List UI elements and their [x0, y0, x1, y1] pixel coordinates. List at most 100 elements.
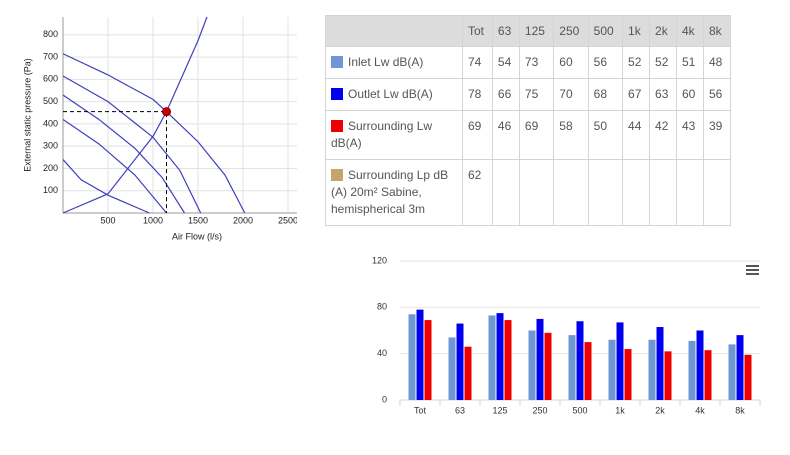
- row-label-cell: Surrounding Lw dB(A): [325, 110, 463, 160]
- value-cell: [649, 159, 677, 226]
- y-tick-label: 40: [377, 348, 387, 358]
- value-cell: [587, 159, 624, 226]
- value-cell: 74: [462, 46, 493, 79]
- value-cell: 69: [462, 110, 493, 160]
- curve: [62, 159, 150, 214]
- bar: [576, 321, 584, 400]
- curve: [62, 53, 246, 214]
- value-cell: [622, 159, 651, 226]
- x-tick-label: 1k: [615, 405, 625, 415]
- curve: [62, 16, 208, 214]
- table-row: Surrounding Lw dB(A) 69 46 69 58 50 44 42 43 39: [325, 110, 732, 160]
- value-cell: 75: [518, 78, 555, 111]
- x-axis-label: Air Flow (l/s): [172, 231, 222, 241]
- x-tick-label: 500: [572, 405, 587, 415]
- value-cell: 52: [649, 46, 677, 79]
- value-cell: 66: [491, 78, 520, 111]
- bar: [704, 350, 712, 400]
- value-cell: 67: [622, 78, 651, 111]
- table-row: Surrounding Lp dB (A) 20m² Sabine, hemis…: [325, 159, 732, 226]
- row-label: Surrounding Lp dB (A) 20m² Sabine, hemis…: [331, 168, 449, 216]
- bar: [664, 351, 672, 400]
- corner-cell: [325, 15, 463, 47]
- column-header: 125: [518, 15, 555, 47]
- color-swatch: [331, 169, 343, 181]
- bar: [568, 335, 576, 400]
- bar: [416, 309, 424, 400]
- value-cell: 51: [676, 46, 704, 79]
- column-header: 8k: [702, 15, 732, 47]
- value-cell: 78: [462, 78, 493, 111]
- bar: [536, 318, 544, 400]
- bar: [504, 320, 512, 400]
- fan-curve-chart: 500 1000 1500 2000 2500 100 200 300 400 500 600 700…: [22, 16, 297, 241]
- bar: [656, 327, 664, 400]
- bar: [648, 339, 656, 400]
- value-cell: 46: [491, 110, 520, 160]
- y-tick-label: 800: [43, 29, 58, 39]
- value-cell: 68: [587, 78, 624, 111]
- bar: [496, 313, 504, 400]
- row-label: Surrounding Lw dB(A): [331, 119, 433, 150]
- x-tick-label: 4k: [695, 405, 705, 415]
- value-cell: 50: [587, 110, 624, 160]
- guide-line: [63, 111, 167, 213]
- x-tick-label: 500: [100, 215, 115, 225]
- sound-table: Tot 63 125 250 500 1k 2k 4k 8k Inlet Lw dB(A) 74 54…: [325, 15, 732, 226]
- y-tick-label: 700: [43, 51, 58, 61]
- value-cell: 63: [649, 78, 677, 111]
- column-header: 500: [587, 15, 624, 47]
- row-label-cell: Inlet Lw dB(A): [325, 46, 463, 79]
- column-header: 2k: [649, 15, 677, 47]
- color-swatch: [331, 56, 343, 68]
- sound-bar-chart: 0 40 80 120 Tot 63 125 250 500 1k 2k 4k 8k: [372, 255, 761, 415]
- bar: [616, 322, 624, 400]
- menu-icon[interactable]: [746, 265, 759, 275]
- x-tick-label: 63: [455, 405, 465, 415]
- y-tick-label: 300: [43, 141, 58, 151]
- value-cell: [518, 159, 555, 226]
- column-header: 250: [553, 15, 589, 47]
- value-cell: 52: [622, 46, 651, 79]
- y-axis-label: External static pressure (Pa): [22, 58, 32, 172]
- value-cell: 69: [518, 110, 555, 160]
- x-tick-label: 1000: [143, 215, 163, 225]
- column-header: 63: [491, 15, 520, 47]
- y-tick-label: 100: [43, 185, 58, 195]
- y-tick-label: 400: [43, 118, 58, 128]
- y-tick-label: 600: [43, 74, 58, 84]
- bar: [456, 323, 464, 400]
- value-cell: 54: [491, 46, 520, 79]
- y-tick-label: 200: [43, 163, 58, 173]
- y-tick-label: 80: [377, 302, 387, 312]
- value-cell: 62: [462, 159, 493, 226]
- bar: [424, 320, 432, 400]
- color-swatch: [331, 88, 343, 100]
- value-cell: 56: [587, 46, 624, 79]
- value-cell: 60: [553, 46, 589, 79]
- row-label: Inlet Lw dB(A): [348, 55, 424, 69]
- value-cell: 43: [676, 110, 704, 160]
- table-row: Inlet Lw dB(A) 74 54 73 60 56 52 52 51 48: [325, 46, 732, 79]
- bar: [696, 330, 704, 400]
- value-cell: 39: [702, 110, 732, 160]
- bar: [544, 332, 552, 400]
- operating-point: [162, 107, 171, 117]
- bar: [736, 335, 744, 400]
- column-header: Tot: [462, 15, 493, 47]
- x-tick-label: 2000: [233, 215, 253, 225]
- value-cell: 44: [622, 110, 651, 160]
- value-cell: 58: [553, 110, 589, 160]
- bar: [728, 344, 736, 400]
- value-cell: [702, 159, 732, 226]
- bar: [624, 349, 632, 400]
- value-cell: [491, 159, 520, 226]
- x-tick-label: 2500: [278, 215, 297, 225]
- row-label: Outlet Lw dB(A): [348, 87, 433, 101]
- bar: [608, 339, 616, 400]
- x-tick-label: 125: [492, 405, 507, 415]
- curve: [62, 75, 202, 214]
- value-cell: 56: [702, 78, 732, 111]
- y-tick-label: 0: [382, 394, 387, 404]
